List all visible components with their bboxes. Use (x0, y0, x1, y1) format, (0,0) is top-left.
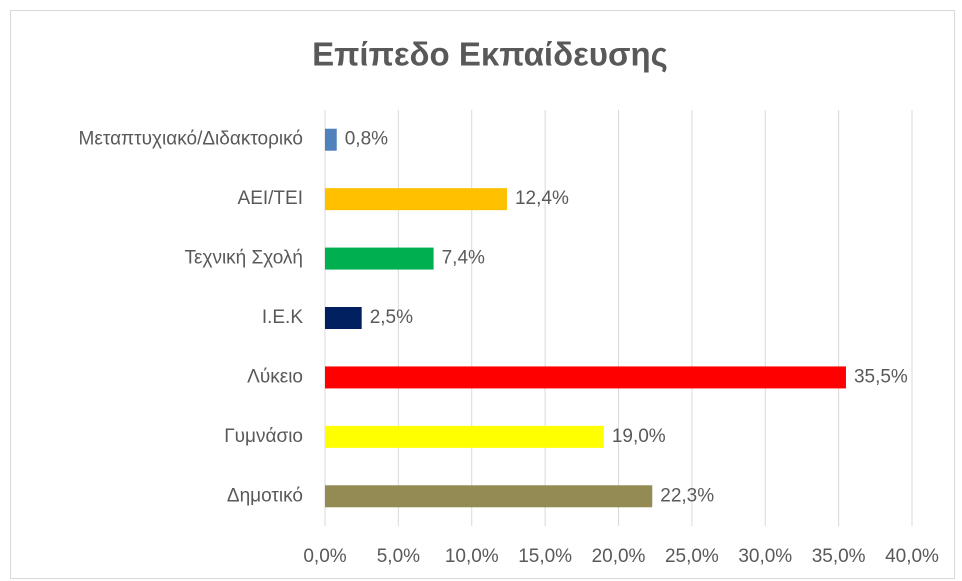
bar (325, 366, 846, 389)
data-label: 12,4% (515, 188, 569, 209)
x-tick-label: 40,0% (885, 546, 939, 567)
bar (325, 485, 653, 508)
x-tick-label: 20,0% (592, 546, 646, 567)
x-tick-label: 5,0% (377, 546, 420, 567)
data-label: 2,5% (370, 307, 413, 328)
chart-border (10, 10, 955, 579)
data-label: 35,5% (854, 366, 908, 387)
y-tick-label: Μεταπτυχιακό/Διδακτορικό (79, 129, 303, 150)
y-tick-label: Τεχνική Σχολή (184, 248, 303, 269)
bar (325, 307, 362, 329)
y-tick-label: Ι.Ε.Κ (262, 307, 304, 328)
y-tick-label: Δημοτικό (227, 485, 303, 506)
y-tick-label: ΑΕΙ/ΤΕΙ (238, 188, 303, 209)
data-label: 0,8% (345, 129, 388, 150)
y-tick-label: Γυμνάσιο (224, 426, 303, 447)
bar (325, 188, 507, 211)
bar (325, 247, 434, 270)
x-tick-label: 0,0% (303, 546, 346, 567)
x-tick-label: 35,0% (812, 546, 866, 567)
chart-title: Επίπεδο Εκπαίδευσης (312, 36, 668, 73)
data-label: 19,0% (612, 426, 666, 447)
bar (325, 128, 337, 151)
x-tick-label: 10,0% (445, 546, 499, 567)
data-label: 7,4% (442, 248, 485, 269)
bar (325, 425, 604, 448)
x-tick-label: 25,0% (665, 546, 719, 567)
data-label: 22,3% (660, 485, 714, 506)
y-tick-label: Λύκειο (247, 366, 303, 387)
x-tick-label: 15,0% (518, 546, 572, 567)
x-tick-label: 30,0% (738, 546, 792, 567)
